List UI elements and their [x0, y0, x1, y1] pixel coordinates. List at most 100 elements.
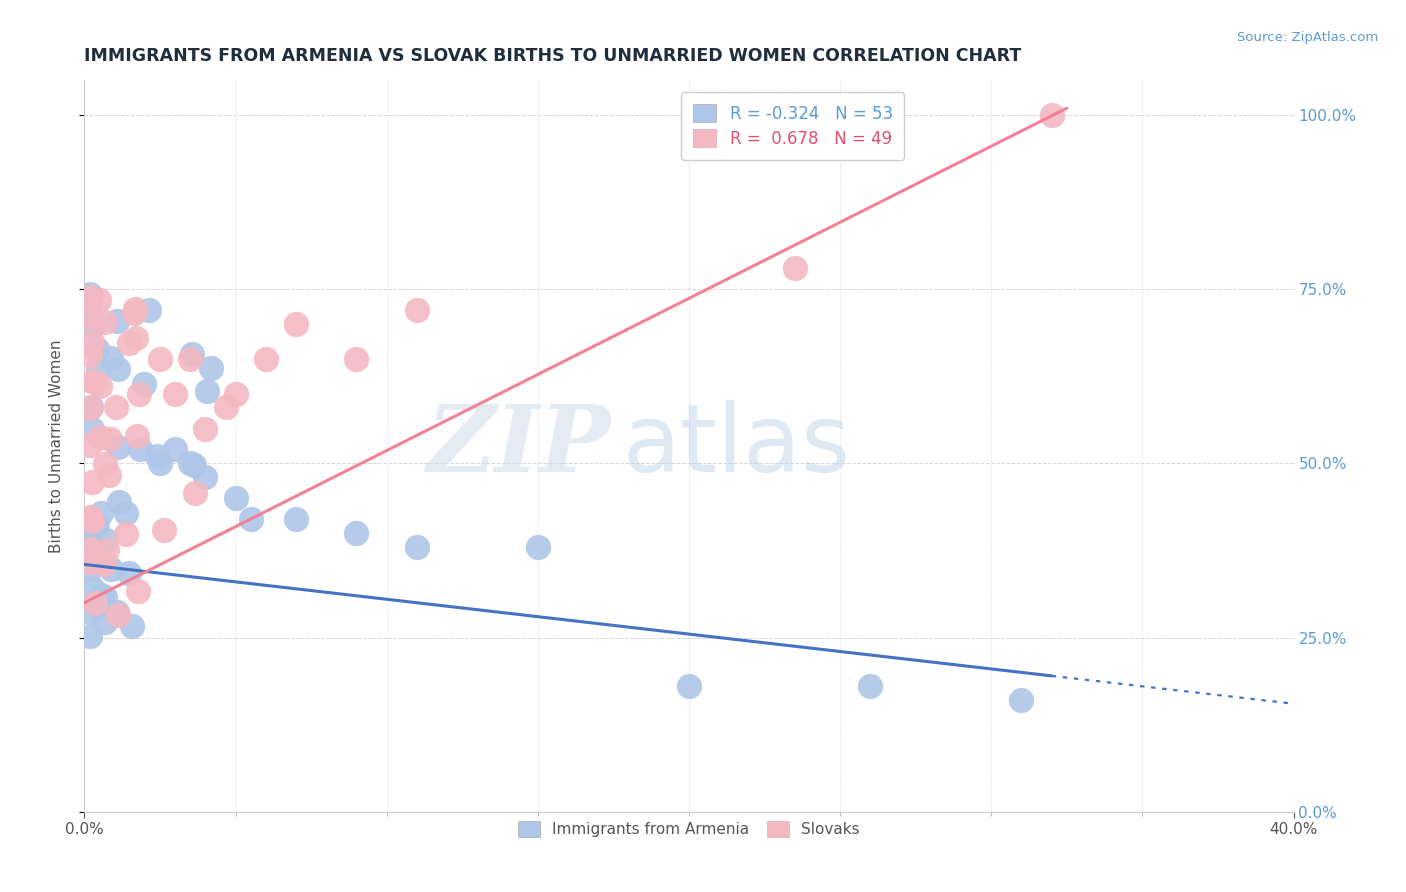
Point — [79, 555, 101, 569]
Point — [82, 582, 104, 596]
Point — [79, 542, 101, 557]
Point — [93, 558, 115, 572]
Point — [254, 351, 277, 366]
Point — [96, 543, 118, 558]
Point — [80, 475, 103, 490]
Legend: Immigrants from Armenia, Slovaks: Immigrants from Armenia, Slovaks — [508, 810, 870, 848]
Point — [122, 305, 145, 319]
Point — [115, 527, 138, 541]
Point — [183, 486, 205, 500]
Point — [165, 386, 187, 401]
Point — [87, 293, 110, 307]
Point — [183, 458, 205, 472]
Point — [165, 442, 187, 457]
Point — [285, 512, 308, 526]
Point — [86, 362, 108, 376]
Point — [82, 318, 104, 333]
Point — [138, 303, 160, 318]
Text: ZIP: ZIP — [426, 401, 610, 491]
Point — [79, 541, 101, 555]
Point — [118, 336, 141, 351]
Point — [149, 351, 172, 366]
Point — [79, 536, 101, 550]
Point — [98, 432, 121, 446]
Point — [225, 386, 247, 401]
Point — [104, 400, 127, 414]
Point — [79, 293, 101, 307]
Point — [129, 442, 152, 456]
Point — [90, 506, 112, 520]
Point — [194, 470, 217, 484]
Point — [153, 523, 176, 537]
Point — [181, 346, 204, 360]
Point — [79, 510, 101, 524]
Text: Source: ZipAtlas.com: Source: ZipAtlas.com — [1237, 31, 1378, 45]
Point — [79, 310, 101, 324]
Point — [79, 605, 101, 619]
Point — [79, 400, 101, 414]
Point — [783, 261, 806, 276]
Point — [94, 591, 117, 605]
Point — [859, 679, 882, 693]
Point — [86, 599, 108, 614]
Point — [1040, 108, 1063, 122]
Point — [239, 512, 262, 526]
Point — [86, 342, 108, 356]
Point — [527, 540, 550, 554]
Point — [86, 517, 108, 532]
Point — [406, 540, 429, 554]
Point — [127, 583, 149, 598]
Point — [83, 375, 105, 389]
Point — [97, 467, 120, 482]
Point — [195, 384, 218, 399]
Point — [100, 351, 122, 366]
Point — [89, 430, 111, 444]
Point — [115, 506, 138, 520]
Point — [406, 303, 429, 318]
Point — [79, 438, 101, 452]
Point — [107, 607, 129, 622]
Point — [96, 533, 118, 547]
Point — [80, 422, 103, 436]
Point — [1011, 693, 1033, 707]
Point — [225, 491, 247, 506]
Point — [80, 335, 103, 350]
Point — [128, 386, 150, 401]
Point — [84, 596, 107, 610]
Point — [124, 302, 146, 317]
Point — [346, 351, 368, 366]
Point — [121, 618, 143, 632]
Point — [146, 450, 169, 464]
Point — [285, 317, 308, 331]
Point — [80, 514, 103, 528]
Point — [105, 605, 128, 619]
Point — [179, 457, 201, 471]
Point — [214, 400, 236, 414]
Point — [149, 457, 172, 471]
Point — [94, 615, 117, 629]
Point — [124, 331, 146, 345]
Point — [80, 310, 103, 324]
Point — [346, 526, 368, 541]
Point — [194, 421, 217, 435]
Point — [89, 378, 111, 392]
Point — [79, 290, 101, 304]
Point — [134, 376, 156, 391]
Point — [118, 566, 141, 581]
Point — [80, 561, 103, 575]
Point — [79, 347, 101, 361]
Point — [200, 360, 222, 375]
Point — [79, 522, 101, 536]
Text: IMMIGRANTS FROM ARMENIA VS SLOVAK BIRTHS TO UNMARRIED WOMEN CORRELATION CHART: IMMIGRANTS FROM ARMENIA VS SLOVAK BIRTHS… — [84, 47, 1022, 65]
Point — [90, 588, 112, 602]
Point — [678, 679, 700, 693]
Point — [82, 375, 104, 389]
Point — [107, 495, 129, 509]
Point — [107, 440, 129, 454]
Point — [79, 286, 101, 301]
Point — [94, 457, 117, 471]
Point — [179, 351, 201, 366]
Y-axis label: Births to Unmarried Women: Births to Unmarried Women — [49, 339, 63, 553]
Point — [93, 315, 115, 329]
Point — [100, 562, 122, 576]
